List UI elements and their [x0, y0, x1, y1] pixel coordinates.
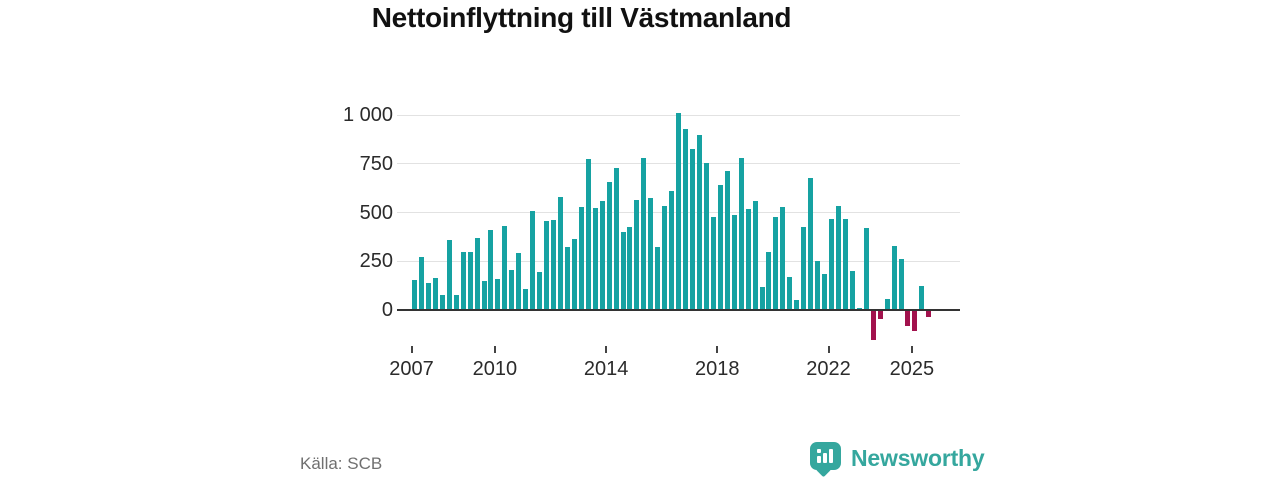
bar-2009Q4	[488, 230, 494, 310]
bar-2025Q1	[912, 311, 918, 331]
bar-2010Q4	[516, 253, 522, 310]
bar-2015Q1	[634, 199, 640, 310]
bar-2013Q4	[599, 200, 605, 310]
bar-2023Q3	[870, 311, 876, 341]
y-axis-label: 750	[359, 152, 393, 175]
bar-2020Q3	[787, 276, 793, 310]
x-axis-tick-2014	[605, 346, 608, 353]
bar-2023Q2	[863, 228, 869, 310]
bar-2020Q2	[780, 206, 786, 310]
bar-2008Q1	[439, 294, 445, 310]
x-axis-label: 2018	[695, 358, 740, 380]
bar-2007Q1	[412, 279, 417, 310]
bar-2012Q1	[551, 220, 556, 310]
bar-2019Q4	[766, 251, 772, 310]
bar-2013Q2	[585, 158, 591, 310]
x-axis-tick-2018	[716, 346, 719, 353]
bar-2009Q1	[467, 252, 473, 310]
bar-2021Q3	[815, 261, 821, 310]
bar-2018Q2	[724, 170, 730, 310]
bar-2022Q1	[829, 219, 834, 310]
x-axis-label: 2022	[806, 358, 851, 380]
bar-2016Q4	[683, 128, 689, 310]
bar-2009Q3	[481, 280, 487, 310]
bar-2018Q1	[717, 185, 723, 310]
bar-2014Q1	[606, 182, 612, 310]
chart-title: Nettoinflyttning till Västmanland	[371, 2, 792, 33]
bar-2015Q4	[655, 246, 661, 310]
bar-2011Q3	[537, 271, 543, 310]
x-axis-label: 2007	[389, 358, 434, 380]
x-axis-tick-2007	[410, 346, 413, 353]
bar-2019Q3	[759, 286, 765, 310]
y-axis-label: 500	[359, 201, 393, 224]
bar-2007Q3	[425, 282, 431, 310]
bar-2024Q1	[884, 299, 890, 310]
bar-2008Q4	[460, 252, 466, 310]
bar-2017Q3	[703, 162, 709, 310]
bar-2008Q2	[446, 239, 452, 310]
bar-2019Q1	[745, 208, 751, 310]
x-axis-label: 2025	[889, 358, 935, 380]
bar-2013Q3	[592, 207, 598, 310]
bar-2016Q2	[669, 191, 675, 310]
bar-2017Q1	[690, 149, 695, 310]
bar-2012Q2	[557, 196, 563, 310]
bar-2022Q3	[842, 219, 848, 310]
bar-2021Q2	[808, 178, 814, 310]
x-axis-tick-2010	[493, 346, 496, 353]
bar-2015Q3	[648, 197, 654, 310]
bar-2011Q2	[530, 210, 536, 310]
bar-2016Q3	[676, 113, 682, 310]
bar-2024Q2	[891, 245, 897, 310]
y-axis-label: 0	[381, 299, 393, 321]
bar-2024Q3	[898, 259, 904, 310]
bar-2025Q3	[926, 311, 932, 317]
x-axis-label: 2010	[472, 358, 518, 380]
bar-2015Q2	[641, 157, 647, 310]
bar-2007Q4	[432, 277, 438, 310]
x-axis-tick-2022	[827, 346, 830, 353]
bar-2017Q2	[696, 134, 702, 310]
newsworthy-logo-text: Newsworthy	[851, 445, 985, 471]
bar-2021Q4	[822, 273, 828, 310]
bar-2010Q1	[495, 278, 501, 310]
newsworthy-logo-icon	[810, 442, 841, 478]
x-axis-label: 2014	[583, 358, 629, 380]
bar-2010Q3	[509, 270, 515, 310]
bar-2008Q3	[453, 294, 459, 310]
bar-2020Q4	[794, 300, 800, 310]
bar-2018Q3	[731, 215, 737, 310]
x-axis-zero-line	[397, 309, 960, 311]
y-axis-label: 250	[359, 250, 393, 273]
bar-2019Q2	[752, 200, 758, 310]
bar-2007Q2	[418, 257, 424, 310]
x-axis-tick-2025	[910, 346, 913, 353]
bar-2018Q4	[738, 157, 744, 310]
bar-2020Q1	[773, 217, 779, 310]
bar-2011Q1	[523, 288, 529, 310]
bar-2011Q4	[544, 221, 550, 310]
bar-2021Q1	[801, 227, 807, 310]
bar-2014Q3	[620, 232, 626, 310]
bar-2025Q2	[919, 285, 925, 310]
bar-2010Q2	[502, 226, 508, 310]
bar-2014Q2	[613, 167, 619, 310]
bar-2009Q2	[474, 237, 480, 310]
bar-2014Q4	[627, 227, 633, 310]
bar-2017Q4	[710, 217, 716, 310]
bar-2012Q3	[564, 246, 570, 310]
bar-2023Q4	[877, 311, 883, 319]
bar-2022Q4	[849, 271, 855, 310]
bar-2013Q1	[578, 206, 584, 310]
bar-2022Q2	[835, 205, 841, 310]
source-label: Källa: SCB	[300, 454, 383, 473]
bar-2012Q4	[571, 238, 577, 310]
bar-2024Q4	[905, 311, 911, 326]
bar-2016Q1	[662, 205, 668, 310]
y-axis-label: 1 000	[342, 104, 393, 126]
